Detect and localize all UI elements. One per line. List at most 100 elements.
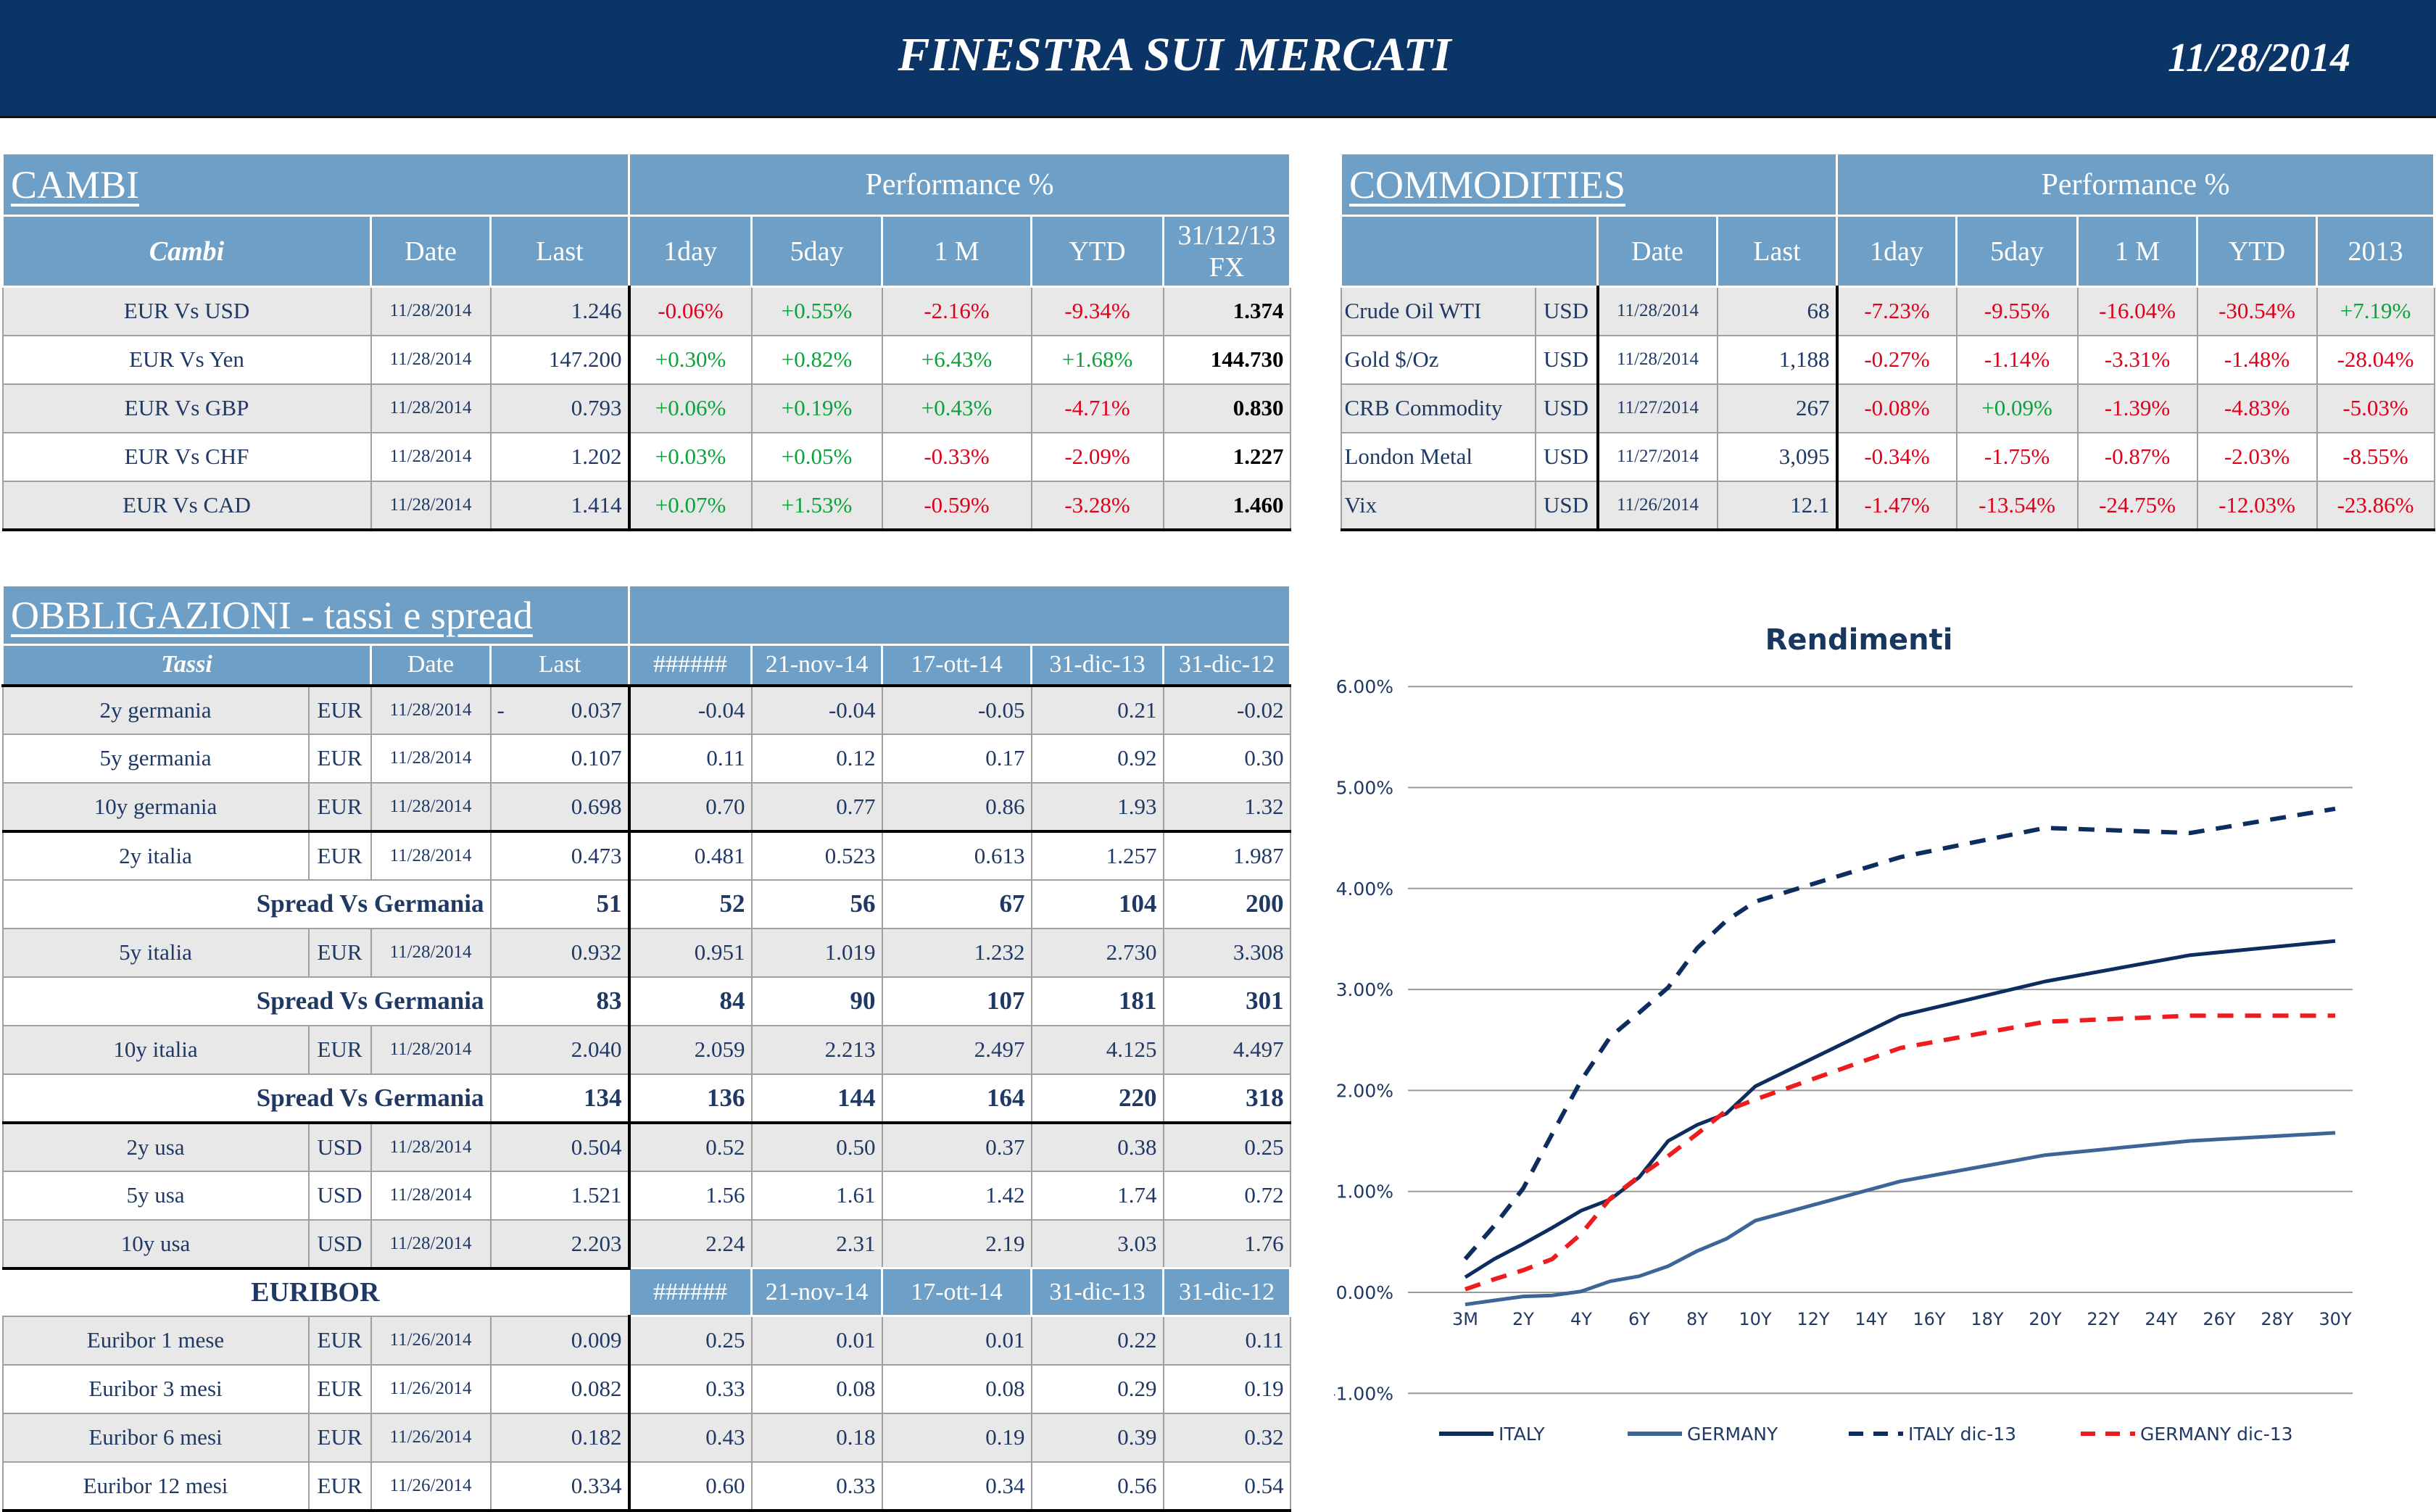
value-17-ott-14: 0.34 (881, 1461, 1032, 1512)
value-current: 0.60 (628, 1461, 753, 1512)
perf-1day: +0.06% (628, 383, 753, 433)
last: 3,095 (1716, 431, 1839, 482)
currency: USD (307, 1218, 372, 1269)
value-31-dic-13: 0.38 (1030, 1121, 1164, 1172)
currency: USD (1534, 480, 1599, 531)
perf-5day: +0.82% (750, 334, 883, 385)
table-row: EUR Vs GBP 11/28/2014 0.793 +0.06% +0.19% +0.… (1, 383, 1291, 433)
euribor-name: Euribor 3 mesi (1, 1363, 310, 1414)
date: 11/28/2014 (370, 383, 492, 433)
last: 0.107 (489, 733, 631, 784)
spread-value: 104 (1030, 878, 1164, 929)
column-header: Date (370, 644, 492, 686)
x-tick-label: 16Y (1913, 1309, 1946, 1329)
currency: EUR (307, 1363, 372, 1414)
bonds-title: OBBLIGAZIONI - tassi e spread (11, 593, 533, 637)
bond-name: 5y italia (1, 927, 310, 978)
fx-31-12-13: 1.460 (1162, 480, 1291, 531)
perf-5day: +0.55% (750, 286, 883, 336)
value-current: 1.56 (628, 1170, 753, 1221)
column-header: Last (489, 215, 631, 288)
perf-1m: -0.33% (881, 431, 1032, 482)
value-31-dic-12: 0.72 (1162, 1170, 1291, 1221)
commodity-name: CRB Commodity (1340, 383, 1536, 433)
perf-5day: -9.55% (1955, 286, 2079, 336)
value-21-nov-14: 0.77 (750, 781, 883, 833)
x-tick-label: 12Y (1797, 1309, 1830, 1329)
currency: EUR (307, 1024, 372, 1075)
column-header: 1day (1836, 215, 1958, 288)
fx-31-12-13: 0.830 (1162, 383, 1291, 433)
column-header: Last (1715, 215, 1839, 288)
y-tick-label: 0.00% (1336, 1282, 1393, 1303)
spread-value: 301 (1162, 976, 1291, 1026)
y-tick-label: 4.00% (1336, 878, 1393, 900)
spread-value: 52 (628, 878, 753, 929)
value-21-nov-14: 0.50 (750, 1121, 883, 1172)
last: 0.009 (489, 1315, 631, 1366)
perf-1day: +0.30% (628, 334, 753, 385)
spread-value: 220 (1030, 1073, 1164, 1124)
currency: EUR (307, 1461, 372, 1512)
table-row: Vix USD 11/26/2014 12.1 -1.47% -13.54% -24.75%… (1340, 480, 2435, 531)
last: 0.473 (489, 830, 631, 881)
value-31-dic-13: 0.21 (1030, 684, 1164, 735)
value-17-ott-14: 2.497 (881, 1024, 1032, 1075)
perf-2013: -28.04% (2316, 334, 2435, 385)
column-header: 17-ott-14 (881, 644, 1033, 686)
perf-1day: -7.23% (1836, 286, 1958, 336)
table-row: 10y germania EUR 11/28/2014 0.698 0.70 0.77 0.… (1, 781, 1291, 833)
currency: EUR (307, 781, 372, 833)
x-tick-label: 2Y (1512, 1309, 1534, 1329)
date: 11/28/2014 (370, 830, 492, 881)
column-header: YTD (2196, 215, 2319, 288)
date: 11/28/2014 (370, 781, 492, 833)
bond-name: 5y germania (1, 733, 310, 784)
value-31-dic-13: 0.29 (1030, 1363, 1164, 1414)
perf-2013: -8.55% (2316, 431, 2435, 482)
date: 11/28/2014 (370, 286, 492, 336)
table-row: Euribor 3 mesi EUR 11/26/2014 0.082 0.33 0.08… (1, 1363, 1291, 1414)
last: 0.182 (489, 1412, 631, 1463)
last: 2.040 (489, 1024, 631, 1075)
perf-1day: -0.34% (1836, 431, 1958, 482)
date: 11/26/2014 (370, 1461, 492, 1512)
value-31-dic-13: 1.74 (1030, 1170, 1164, 1221)
commodities-table: COMMODITIES Performance % Date Last 1day 5day… (1339, 152, 2436, 531)
value-31-dic-12: 0.54 (1162, 1461, 1291, 1512)
pair-name: EUR Vs Yen (1, 334, 372, 385)
chart-title: Rendimenti (1765, 623, 1953, 657)
table-row: 5y usa USD 11/28/2014 1.521 1.56 1.61 1.42 1.74… (1, 1170, 1291, 1221)
value-17-ott-14: 0.17 (881, 733, 1032, 784)
perf-1day: -0.27% (1836, 334, 1958, 385)
spread-value: 200 (1162, 878, 1291, 929)
spread-value: 164 (881, 1073, 1032, 1124)
perf-5day: -13.54% (1955, 480, 2079, 531)
table-row: Euribor 12 mesi EUR 11/26/2014 0.334 0.60 0.3… (1, 1461, 1291, 1512)
value-31-dic-12: 0.19 (1162, 1363, 1291, 1414)
value-31-dic-13: 2.730 (1030, 927, 1164, 978)
bonds-table: OBBLIGAZIONI - tassi e spread Tassi Date La… (1, 584, 1292, 1512)
value-31-dic-13: 0.39 (1030, 1412, 1164, 1463)
date: 11/28/2014 (370, 733, 492, 784)
commodities-title: COMMODITIES (1349, 162, 1626, 207)
perf-5day: -1.75% (1955, 431, 2079, 482)
x-tick-label: 14Y (1855, 1309, 1888, 1329)
commodity-name: Vix (1340, 480, 1536, 531)
value-17-ott-14: -0.05 (881, 684, 1032, 735)
value-31-dic-12: 4.497 (1162, 1024, 1291, 1075)
value-21-nov-14: 0.523 (750, 830, 883, 881)
spread-value: 67 (881, 878, 1032, 929)
perf-ytd: -9.34% (1030, 286, 1164, 336)
column-header: 21-nov-14 (750, 1267, 884, 1317)
euribor-name: Euribor 1 mese (1, 1315, 310, 1366)
value-31-dic-13: 1.93 (1030, 781, 1164, 833)
perf-ytd: -4.71% (1030, 383, 1164, 433)
value-current: 0.52 (628, 1121, 753, 1172)
value-17-ott-14: 0.613 (881, 830, 1032, 881)
currency: EUR (307, 684, 372, 735)
bond-name: 5y usa (1, 1170, 310, 1221)
last: 2.203 (489, 1218, 631, 1269)
currency: USD (1534, 334, 1599, 385)
value-31-dic-12: 3.308 (1162, 927, 1291, 978)
